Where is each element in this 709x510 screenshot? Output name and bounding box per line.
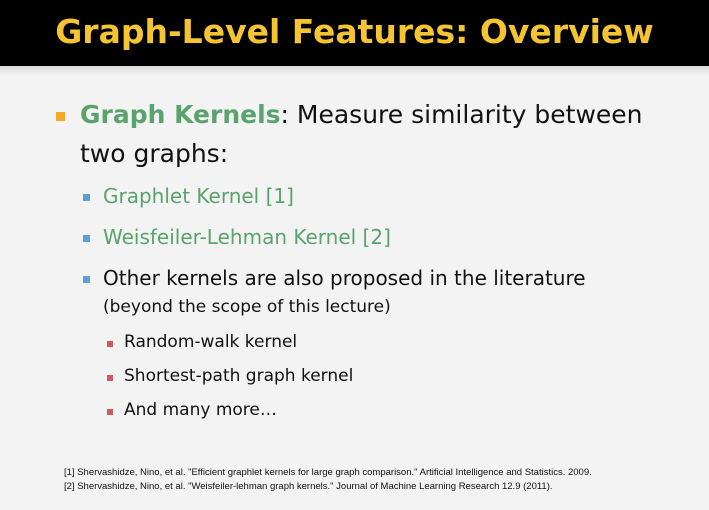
graph-kernels-term: Graph Kernels xyxy=(80,100,281,129)
bullet-square-icon xyxy=(107,409,113,415)
bullet-square-icon xyxy=(83,194,90,201)
bullet-square-icon xyxy=(56,112,65,121)
bullet-graph-kernels-line2: two graphs: xyxy=(80,139,229,168)
shortest-path-kernel-item: Shortest-path graph kernel xyxy=(124,366,354,386)
weisfeiler-lehman-kernel-item: Weisfeiler-Lehman Kernel [2] xyxy=(103,225,391,249)
graphlet-kernel-item: Graphlet Kernel [1] xyxy=(103,184,294,208)
other-kernels-item: Other kernels are also proposed in the l… xyxy=(103,266,586,290)
bullet-square-icon xyxy=(107,375,113,381)
title-bar: Graph-Level Features: Overview xyxy=(0,0,709,66)
bullet-graph-kernels-line1: Graph Kernels: Measure similarity betwee… xyxy=(80,100,643,129)
references: [1] Shervashidze, Nino, et al. "Efficien… xyxy=(64,466,592,494)
graph-kernels-description: : Measure similarity between xyxy=(280,100,643,129)
many-more-item: And many more… xyxy=(124,400,277,420)
reference-1: [1] Shervashidze, Nino, et al. "Efficien… xyxy=(64,467,592,478)
reference-2: [2] Shervashidze, Nino, et al. "Weisfeil… xyxy=(64,481,553,492)
slide-title: Graph-Level Features: Overview xyxy=(55,12,654,51)
random-walk-kernel-item: Random-walk kernel xyxy=(124,332,298,352)
title-shadow xyxy=(0,66,709,76)
other-kernels-note: (beyond the scope of this lecture) xyxy=(103,297,391,317)
bullet-square-icon xyxy=(83,276,90,283)
bullet-square-icon xyxy=(107,341,113,347)
bullet-square-icon xyxy=(83,235,90,242)
